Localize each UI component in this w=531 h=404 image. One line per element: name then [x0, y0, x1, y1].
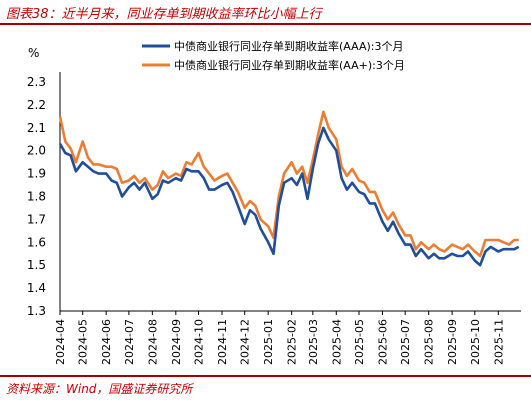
x-tick-label: 2024-12 — [239, 319, 252, 365]
x-tick-label: 2025-03 — [307, 319, 320, 365]
x-tick-label: 2024-05 — [77, 319, 90, 365]
y-tick-label: 1.4 — [27, 281, 46, 295]
legend-label-aaa: 中债商业银行同业存单到期收益率(AAA):3个月 — [174, 39, 403, 53]
x-tick-label: 2025-04 — [330, 319, 343, 365]
x-tick-label: 2025-07 — [399, 319, 412, 365]
y-tick-label: 1.5 — [27, 258, 46, 272]
source-note: 资料来源：Wind，国盛证券研究所 — [6, 382, 193, 396]
y-tick-label: 1.3 — [27, 304, 46, 318]
x-tick-label: 2024-11 — [216, 319, 229, 365]
series-line-aaa — [58, 126, 520, 267]
x-tick-label: 2024-09 — [170, 319, 183, 365]
y-tick-label: 2.3 — [27, 75, 46, 89]
top-rule — [0, 23, 531, 25]
y-tick-label: 1.7 — [27, 212, 46, 226]
axes — [59, 72, 521, 312]
x-tick-label: 2025-10 — [469, 319, 482, 365]
bottom-rule — [0, 375, 531, 377]
x-tick-label: 2024-07 — [123, 319, 136, 365]
x-tick-label: 2024-08 — [146, 319, 159, 365]
x-tick-label: 2024-04 — [54, 319, 67, 365]
x-tick-label: 2025-08 — [423, 319, 436, 365]
legend-label-aa-plus: 中债商业银行同业存单到期收益率(AA+):3个月 — [174, 58, 405, 72]
x-tick-label: 2024-06 — [100, 319, 113, 365]
y-tick-label: 1.9 — [27, 167, 46, 181]
x-tick-label: 2024-10 — [193, 319, 206, 365]
figure-title: 图表38：近半月来，同业存单到期收益率环比小幅上行 — [6, 7, 322, 22]
y-tick-label: 2.0 — [27, 144, 46, 158]
x-tick-label: 2025-05 — [353, 319, 366, 365]
legend: 中债商业银行同业存单到期收益率(AAA):3个月 中债商业银行同业存单到期收益率… — [142, 39, 405, 72]
x-tick-label: 2025-11 — [492, 319, 505, 365]
series-lines — [58, 110, 520, 267]
x-tick-label: 2025-02 — [286, 319, 299, 365]
y-axis-unit: % — [28, 46, 39, 60]
y-tick-label: 2.2 — [27, 98, 46, 112]
y-tick-label: 1.6 — [27, 235, 46, 249]
x-tick-label: 2025-06 — [376, 319, 389, 365]
x-tick-label: 2025-01 — [262, 319, 275, 365]
y-tick-label: 2.1 — [27, 121, 46, 135]
x-tick-label: 2025-09 — [446, 319, 459, 365]
y-axis-ticks: 2.3 2.2 2.1 2.0 1.9 1.8 1.7 1.6 1.5 1.4 1.3 — [27, 75, 46, 318]
series-line-aa-plus — [58, 110, 519, 258]
y-tick-label: 1.8 — [27, 190, 46, 204]
x-axis-ticks: 2024-04 2024-05 2024-06 2024-07 2024-08 2024-… — [54, 311, 505, 365]
